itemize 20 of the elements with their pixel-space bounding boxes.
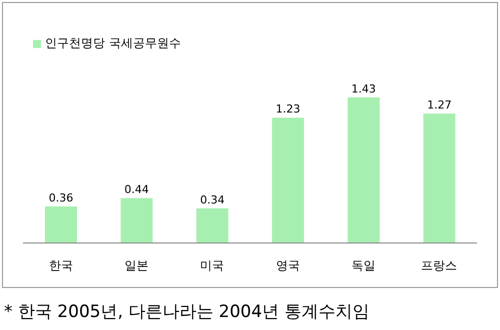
data-label: 1.23 xyxy=(276,102,300,116)
data-label: 0.34 xyxy=(200,193,225,206)
x-tick-label: 프랑스 xyxy=(421,258,458,273)
legend-label: 인구천명당 국세공무원수 xyxy=(45,36,181,50)
x-tick-label: 한국 xyxy=(48,258,73,273)
text: * 한국 2005년, 다른나라는 2004년 통계수치임 xyxy=(4,301,370,323)
x-tick-label: 독일 xyxy=(352,258,376,273)
bar xyxy=(348,97,380,243)
bar xyxy=(120,198,153,243)
bar xyxy=(196,208,228,243)
bar xyxy=(45,206,77,243)
data-label: 0.44 xyxy=(124,183,149,196)
bar xyxy=(423,114,456,243)
data-label: 1.27 xyxy=(427,98,452,112)
data-label: 0.36 xyxy=(48,191,74,204)
x-tick-label: 영국 xyxy=(276,258,300,273)
bar xyxy=(272,118,304,243)
x-tick-label: 미국 xyxy=(200,258,224,273)
data-label: 1.43 xyxy=(351,82,376,96)
x-tick-label: 일본 xyxy=(124,258,148,273)
